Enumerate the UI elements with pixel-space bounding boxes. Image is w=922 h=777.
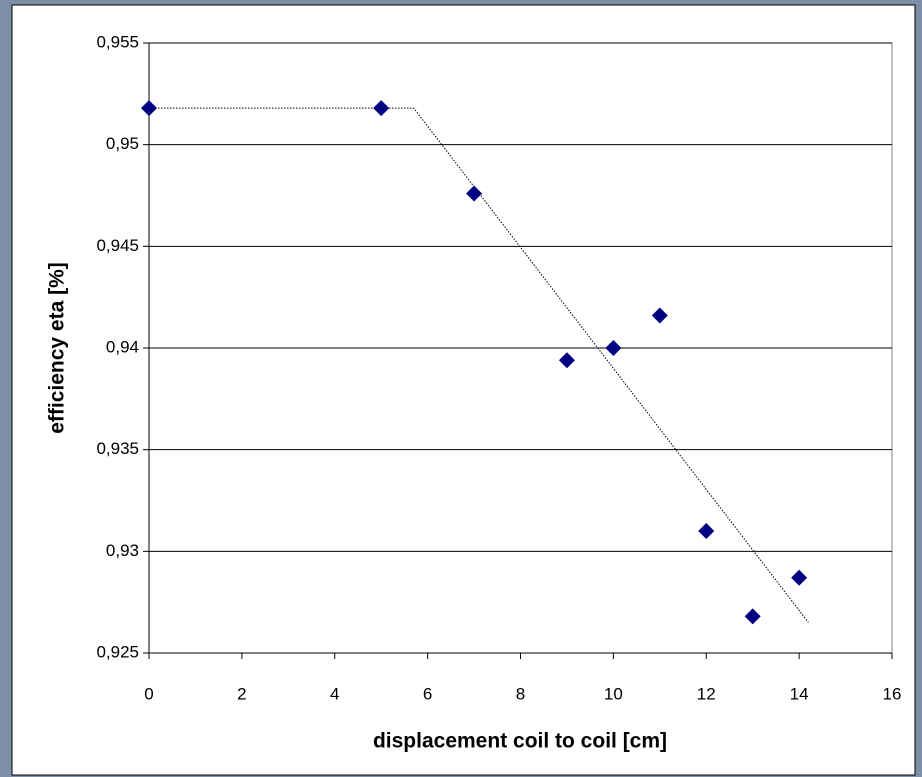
x-tick-label: 16 [883, 684, 902, 703]
x-tick-label: 6 [423, 684, 432, 703]
y-tick-label: 0,94 [106, 337, 139, 356]
x-tick-label: 2 [237, 684, 246, 703]
x-axis-title: displacement coil to coil [cm] [373, 730, 667, 753]
marker [373, 100, 390, 117]
x-tick-label: 8 [516, 684, 525, 703]
x-tick-label: 4 [330, 684, 339, 703]
marker [744, 608, 761, 625]
y-tick-label: 0,935 [96, 439, 139, 458]
marker [651, 307, 668, 324]
trendline [149, 107, 809, 623]
y-tick-label: 0,95 [106, 134, 139, 153]
marker [698, 523, 715, 539]
x-tick-label: 14 [790, 684, 809, 703]
y-tick-label: 0,925 [96, 642, 139, 661]
y-tick-label: 0,945 [96, 236, 139, 255]
y-axis-title: efficiency eta [%] [46, 262, 69, 434]
marker [558, 352, 575, 369]
y-tick-label: 0,955 [96, 32, 139, 51]
x-tick-label: 10 [604, 684, 623, 703]
x-tick-label: 0 [144, 684, 153, 703]
marker [605, 340, 622, 356]
marker [791, 569, 808, 586]
marker [141, 100, 157, 117]
x-tick-label: 12 [697, 684, 716, 703]
marker [466, 185, 483, 202]
y-tick-label: 0,93 [106, 541, 139, 560]
